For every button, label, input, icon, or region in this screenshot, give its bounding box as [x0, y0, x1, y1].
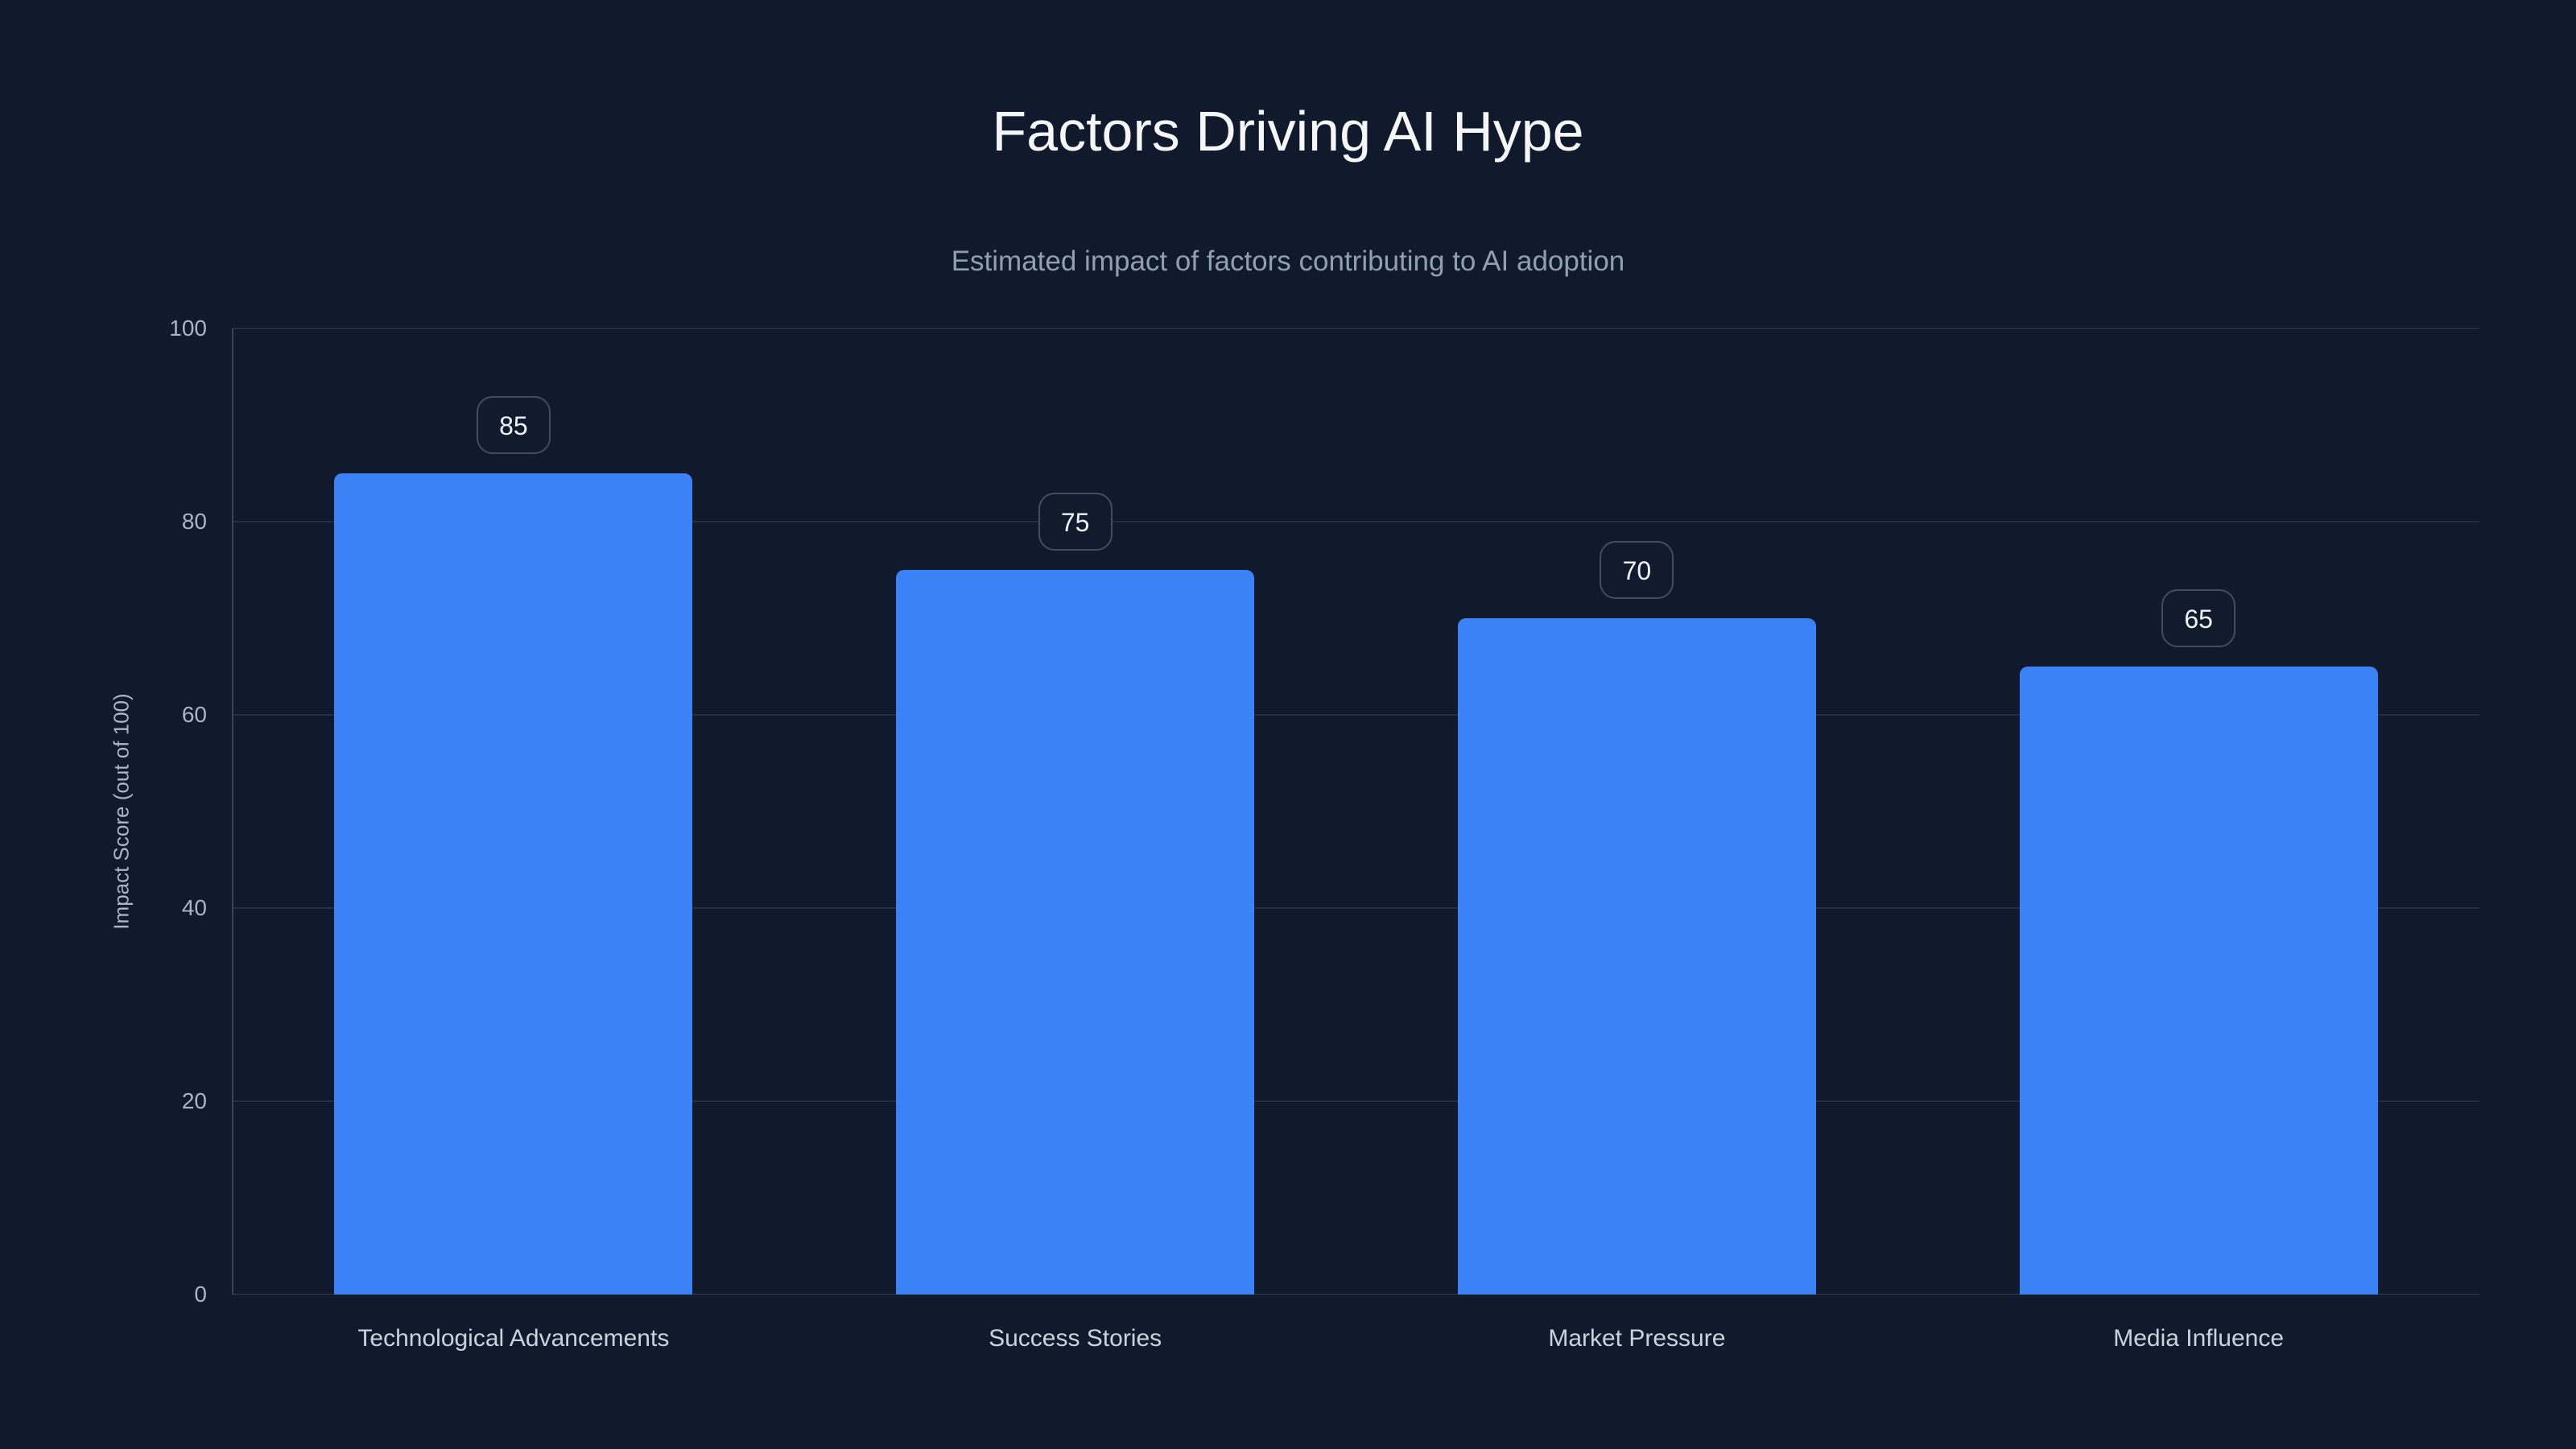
value-badge-technological-advancements: 85 — [476, 396, 551, 454]
chart-title: Factors Driving AI Hype — [992, 100, 1584, 163]
bar-market-pressure[interactable] — [1457, 618, 1816, 1294]
y-axis-line — [232, 328, 233, 1294]
y-tick-label-20: 20 — [181, 1088, 207, 1113]
x-axis-label-technological-advancements: Technological Advancements — [357, 1325, 670, 1352]
y-tick-label-100: 100 — [169, 316, 207, 341]
y-tick-label-60: 60 — [181, 702, 207, 727]
gridline-100 — [233, 328, 2479, 329]
x-axis-label-media-influence: Media Influence — [2113, 1325, 2285, 1352]
gridline-0 — [233, 1294, 2479, 1295]
bar-success-stories[interactable] — [896, 570, 1255, 1294]
y-axis-title: Impact Score (out of 100) — [109, 693, 134, 930]
y-tick-label-80: 80 — [181, 509, 207, 534]
value-badge-market-pressure: 70 — [1600, 541, 1674, 599]
bar-technological-advancements[interactable] — [334, 473, 693, 1294]
value-badge-media-influence: 65 — [2161, 589, 2236, 647]
chart-subtitle: Estimated impact of factors contributing… — [951, 246, 1625, 277]
bar-media-influence[interactable] — [2019, 667, 2378, 1294]
value-badge-success-stories: 75 — [1038, 493, 1113, 551]
gridline-80 — [233, 521, 2479, 522]
x-axis-label-success-stories: Success Stories — [989, 1325, 1162, 1352]
gridline-20 — [233, 1100, 2479, 1102]
gridline-60 — [233, 714, 2479, 716]
x-axis-label-market-pressure: Market Pressure — [1548, 1325, 1726, 1352]
gridline-40 — [233, 907, 2479, 909]
y-tick-label-40: 40 — [181, 895, 207, 920]
y-tick-label-0: 0 — [194, 1282, 207, 1307]
